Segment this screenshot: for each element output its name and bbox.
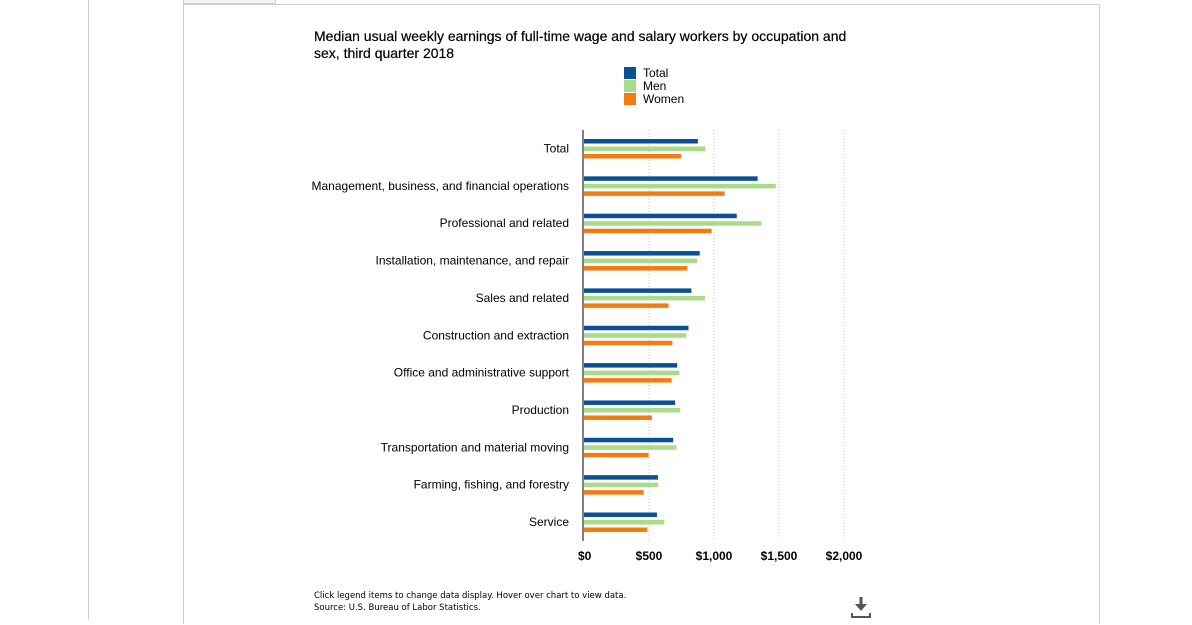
legend-item-men[interactable]: Men xyxy=(624,78,684,93)
x-tick-label: $1,500 xyxy=(761,549,798,563)
bar-men[interactable] xyxy=(584,333,687,338)
legend-item-total[interactable]: Total xyxy=(624,65,684,80)
bar-women[interactable] xyxy=(584,154,682,159)
bar-total[interactable] xyxy=(584,213,737,219)
bar-women[interactable] xyxy=(584,340,673,346)
chart-title: Median usual weekly earnings of full-tim… xyxy=(314,28,847,61)
bar-total[interactable] xyxy=(584,288,692,293)
download-icon xyxy=(851,597,871,618)
category-label: Production xyxy=(512,403,569,417)
bar-men[interactable] xyxy=(584,407,681,413)
bar-men[interactable] xyxy=(584,183,776,189)
legend-label-men: Men xyxy=(643,78,667,93)
category-label: Service xyxy=(529,515,569,529)
legend-swatch-men xyxy=(624,79,636,92)
category-label: Total xyxy=(544,142,569,156)
chart-gridlines xyxy=(648,130,845,541)
download-button[interactable] xyxy=(848,594,874,620)
category-label: Professional and related xyxy=(440,216,569,230)
bar-total[interactable] xyxy=(584,475,658,480)
tab-stub[interactable] xyxy=(183,0,276,4)
category-label: Sales and related xyxy=(476,291,569,305)
chart-legend: Total Men Women xyxy=(624,65,685,106)
footnote-source: Source: U.S. Bureau of Labor Statistics. xyxy=(314,603,481,613)
legend-label-women: Women xyxy=(643,91,685,106)
x-tick-label: $500 xyxy=(636,549,663,563)
footnote-instructions: Click legend items to change data displa… xyxy=(314,591,627,601)
category-label: Installation, maintenance, and repair xyxy=(376,254,569,268)
bar-women[interactable] xyxy=(584,191,725,196)
bar-men[interactable] xyxy=(584,445,677,450)
bar-women[interactable] xyxy=(584,452,649,458)
bar-total[interactable] xyxy=(584,363,678,368)
bar-men[interactable] xyxy=(584,221,762,226)
bar-women[interactable] xyxy=(584,490,644,495)
bar-women[interactable] xyxy=(584,415,652,420)
category-labels: Total Management, business, and financial… xyxy=(312,142,570,530)
x-tick-label: $0 xyxy=(578,549,592,563)
bar-men[interactable] xyxy=(584,370,680,376)
bar-men[interactable] xyxy=(584,146,706,152)
x-tick-label: $1,000 xyxy=(696,549,733,563)
bar-chart[interactable]: Total Management, business, and financial… xyxy=(0,0,1192,580)
bar-women[interactable] xyxy=(584,266,688,271)
x-tick-label: $2,000 xyxy=(826,549,863,563)
category-label: Management, business, and financial oper… xyxy=(312,179,570,193)
bar-men[interactable] xyxy=(584,295,705,301)
bar-men[interactable] xyxy=(584,482,658,488)
bar-total[interactable] xyxy=(584,139,698,144)
chart-footnote: Click legend items to change data displa… xyxy=(314,590,626,614)
bar-total[interactable] xyxy=(584,251,700,256)
category-label: Construction and extraction xyxy=(423,328,569,342)
bar-total[interactable] xyxy=(584,325,689,331)
category-label: Farming, fishing, and forestry xyxy=(414,478,569,492)
bar-total[interactable] xyxy=(584,512,657,518)
bar-men[interactable] xyxy=(584,520,665,525)
bar-total[interactable] xyxy=(584,176,758,181)
bar-women[interactable] xyxy=(584,228,712,234)
bar-women[interactable] xyxy=(584,303,669,308)
bar-men[interactable] xyxy=(584,258,698,264)
bar-women[interactable] xyxy=(584,378,672,383)
legend-swatch-total xyxy=(624,66,636,79)
page-frame-left-border xyxy=(88,0,89,620)
category-label: Transportation and material moving xyxy=(381,440,569,454)
bar-total[interactable] xyxy=(584,437,674,443)
category-label: Office and administrative support xyxy=(394,366,570,380)
bar-total[interactable] xyxy=(584,400,676,405)
legend-swatch-women xyxy=(624,92,636,105)
legend-item-women[interactable]: Women xyxy=(624,91,685,106)
chart-bars[interactable] xyxy=(584,139,776,532)
x-tick-labels: $0 $500 $1,000 $1,500 $2,000 xyxy=(578,549,863,563)
bar-women[interactable] xyxy=(584,527,648,533)
legend-label-total: Total xyxy=(643,65,669,80)
chart-panel xyxy=(183,4,1100,624)
